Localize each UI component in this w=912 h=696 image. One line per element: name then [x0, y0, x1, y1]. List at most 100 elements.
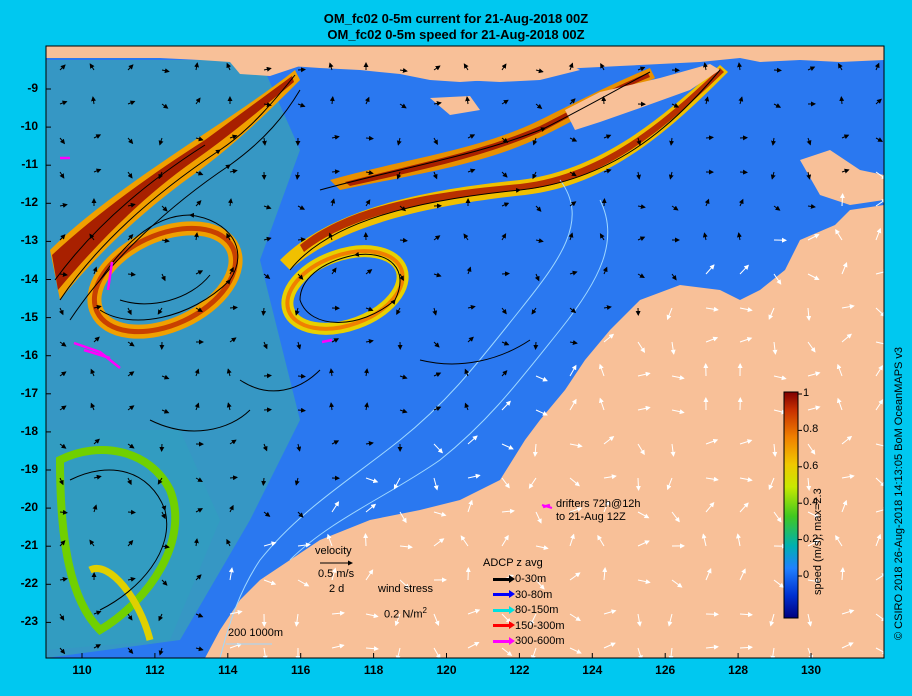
- current-vector: [702, 232, 708, 241]
- wind-vector: [569, 613, 581, 622]
- current-vector: [229, 439, 237, 445]
- current-vector: [770, 171, 776, 180]
- current-vector: [193, 538, 199, 547]
- current-vector: [161, 579, 168, 586]
- current-vector: [195, 574, 202, 581]
- current-vector: [875, 98, 882, 105]
- wind-vector: [671, 579, 683, 588]
- current-vector: [531, 307, 537, 315]
- current-vector: [771, 137, 776, 146]
- current-vector: [331, 169, 340, 175]
- wind-vector: [365, 477, 379, 484]
- wind-vector: [569, 364, 577, 377]
- current-vector: [226, 232, 231, 241]
- current-vector: [296, 341, 302, 350]
- wind-vector: [467, 499, 473, 513]
- current-vector: [603, 168, 612, 174]
- current-vector: [704, 96, 710, 105]
- wind-vector: [294, 613, 300, 627]
- streamline: [69, 469, 168, 611]
- current-vector: [127, 509, 136, 515]
- plot-frame: [45, 45, 885, 659]
- wind-vector: [297, 579, 310, 587]
- wind-vector: [637, 405, 651, 411]
- wind-vector: [806, 477, 812, 491]
- wind-vector: [598, 363, 605, 377]
- current-vector: [59, 443, 67, 449]
- current-vector: [433, 272, 442, 278]
- wind-vector: [769, 613, 775, 627]
- current-vector: [161, 408, 170, 414]
- current-vector: [396, 171, 402, 180]
- wind-vector: [602, 567, 608, 581]
- wind-vector: [836, 363, 843, 377]
- wind-vector: [263, 579, 277, 586]
- wind-vector: [331, 610, 345, 616]
- current-vector: [603, 134, 612, 140]
- current-vector: [127, 137, 134, 145]
- wind-vector: [875, 269, 884, 275]
- wind-vector: [839, 193, 845, 207]
- wind-vector: [637, 371, 651, 377]
- current-vector: [127, 371, 135, 377]
- wind-vector: [705, 644, 719, 650]
- current-vector: [89, 233, 95, 241]
- wind-vector: [501, 477, 510, 489]
- adcp-arrow-swatch: [493, 621, 515, 629]
- current-vector: [464, 368, 470, 377]
- wind-vector: [670, 443, 676, 457]
- current-vector: [501, 63, 507, 71]
- wind-vector: [875, 477, 884, 487]
- current-vector: [127, 64, 134, 71]
- lon-tick-label: 126: [655, 663, 676, 677]
- wind-vector: [875, 533, 882, 547]
- wind-vector: [841, 435, 853, 445]
- adcp-arrow-swatch: [493, 574, 515, 583]
- wind-vector: [768, 477, 775, 490]
- adcp-legend-label: 150-300m: [515, 619, 565, 632]
- current-vector: [399, 103, 407, 109]
- adcp-legend-label: 80-150m: [515, 604, 559, 616]
- current-vector: [297, 273, 304, 280]
- current-vector: [806, 137, 812, 146]
- lat-tick-label: -12: [20, 195, 38, 210]
- current-vector: [433, 372, 442, 377]
- streamline: [319, 71, 651, 191]
- wind-vector: [841, 304, 855, 310]
- wind-vector: [875, 613, 884, 622]
- current-vector: [569, 270, 578, 276]
- current-vector: [463, 63, 469, 71]
- wind-vector: [365, 613, 379, 619]
- wind-vector: [228, 567, 234, 581]
- current-vector: [59, 271, 68, 277]
- colorbar-tick-label: 0.8: [803, 423, 819, 436]
- current-vector: [331, 134, 340, 140]
- current-vector: [671, 273, 677, 281]
- current-vector: [875, 137, 884, 142]
- current-vector: [161, 273, 166, 282]
- wind-vector: [875, 399, 884, 411]
- colorbar-label: speed (m/s), max=2.3: [812, 488, 824, 595]
- current-vector: [158, 137, 164, 146]
- current-vector: [501, 233, 507, 241]
- current-vector: [157, 307, 163, 315]
- wind-vector: [530, 613, 537, 626]
- adcp-arrow-swatch: [493, 605, 515, 614]
- wind-vector: [773, 375, 787, 381]
- lon-tick-label: 114: [218, 663, 238, 677]
- current-vector: [636, 137, 642, 146]
- current-vector: [331, 440, 340, 445]
- wind-vector: [603, 609, 617, 615]
- wind-vector: [603, 436, 615, 445]
- lon-tick-label: 110: [72, 663, 92, 677]
- current-vector: [467, 336, 474, 343]
- lat-tick-label: -18: [20, 423, 38, 438]
- wind-vector: [772, 443, 778, 457]
- current-vector: [399, 408, 408, 414]
- wind-vector: [773, 511, 782, 523]
- current-vector: [297, 67, 306, 73]
- current-vector: [93, 438, 100, 445]
- drifters-time: to 21-Aug 12Z: [556, 511, 626, 523]
- current-vector: [297, 407, 306, 413]
- adcp-legend-row: 30-80m: [493, 588, 552, 602]
